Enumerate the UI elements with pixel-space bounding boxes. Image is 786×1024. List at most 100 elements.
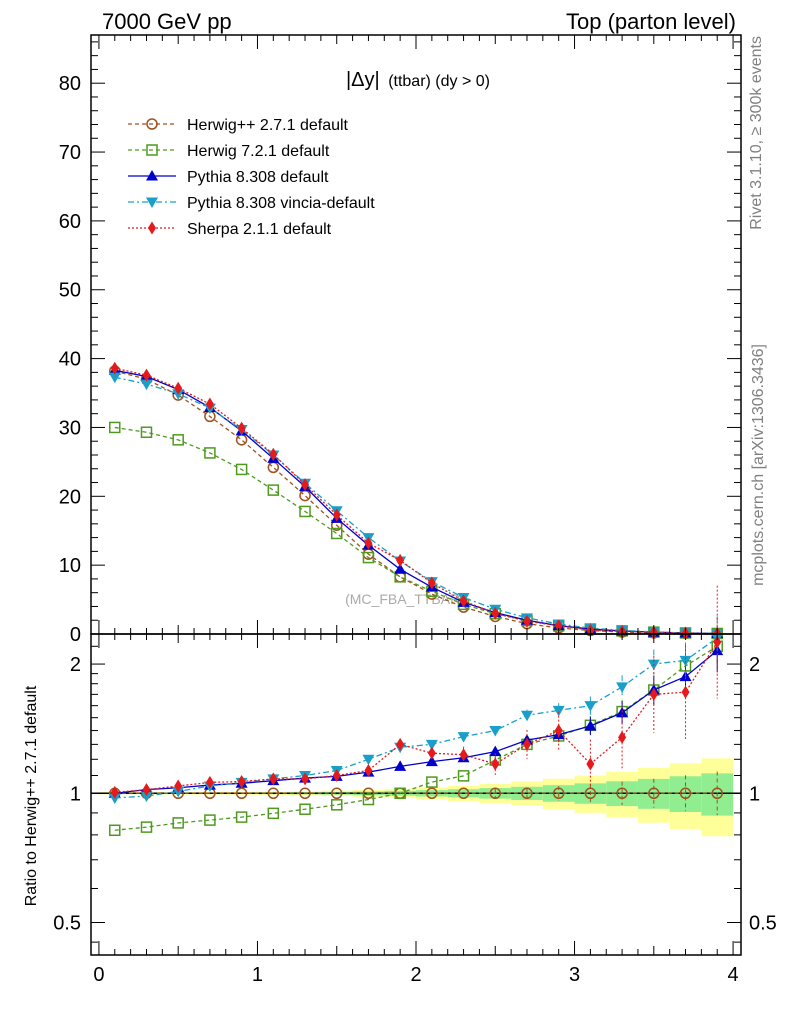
series-1-ratio-point-9: [394, 787, 406, 800]
y-tick-label-20: 20: [59, 486, 81, 508]
series-3-top-point-0: [108, 372, 121, 384]
series-3-ratio-point-8: [362, 754, 375, 766]
series-1-ratio-point-7: [330, 799, 343, 811]
legend-marker-2: [146, 170, 158, 181]
series-4-ratio-point-19: [713, 635, 722, 649]
uncertainty-band: [98, 758, 734, 837]
series-3-ratio-point-15: [584, 701, 597, 712]
x-tick-label-1: 1: [252, 964, 263, 986]
series-4-ratio-point-6: [301, 772, 310, 786]
series-4-ratio-point-9: [396, 737, 405, 751]
series-3-top-point-1: [140, 379, 153, 391]
legend-label-0: Herwig++ 2.7.1 default: [187, 117, 349, 134]
x-tick-label-0: 0: [93, 964, 104, 986]
series-1-ratio-point-1: [140, 821, 153, 833]
series-0-ratio-point-18: [679, 787, 692, 800]
series-1-ratio-point-4: [235, 811, 248, 823]
series-4-top-point-10: [427, 576, 436, 590]
series-4-ratio-line: [114, 641, 718, 793]
series-0-ratio-point-12: [489, 787, 502, 800]
y-tick-label-0: 0: [70, 624, 81, 646]
series-3-ratio-point-10: [425, 739, 438, 751]
series-0-top-point-5: [267, 461, 280, 474]
legend-label-1: Herwig 7.2.1 default: [187, 143, 330, 160]
series-0-ratio-point-6: [299, 787, 311, 800]
series-1-top-point-5: [267, 484, 280, 496]
ratio-y-tick-label-left-0.5: 0.5: [53, 912, 81, 934]
series-1-top-point-4: [235, 463, 248, 476]
ratio-y-tick-label-right-2: 2: [749, 654, 760, 676]
ratio-ylabel: Ratio to Herwig++ 2.7.1 default: [23, 685, 40, 906]
series-1-top-point-6: [299, 505, 311, 518]
x-tick-label-4: 4: [728, 964, 739, 986]
series-2-ratio-point-9: [394, 760, 407, 771]
series-3-ratio-point-12: [489, 726, 502, 737]
legend-marker-1: [146, 144, 158, 156]
ratio-y-tick-label-left-2: 2: [70, 654, 81, 676]
series-4-ratio-point-16: [618, 730, 627, 744]
series-4-top-point-1: [142, 368, 151, 382]
series-0-ratio-point-19: [711, 787, 723, 800]
y-tick-label-40: 40: [59, 349, 81, 371]
series-0-ratio-point-7: [330, 787, 343, 800]
series-1-ratio-point-6: [299, 803, 311, 815]
series-1-top-point-1: [140, 426, 153, 439]
series-4-ratio-point-8: [364, 763, 373, 777]
y-tick-label-10: 10: [59, 555, 81, 577]
y-tick-label-60: 60: [59, 211, 81, 233]
series-2-ratio-point-15: [584, 719, 597, 731]
series-4-top-point-2: [174, 381, 183, 395]
series-4-ratio-point-5: [269, 772, 278, 786]
series-0-ratio-point-11: [457, 787, 470, 800]
series-0-top-point-4: [235, 434, 248, 446]
legend-marker-4: [148, 221, 156, 235]
series-0-ratio-point-8: [362, 787, 375, 800]
series-0-ratio-point-13: [521, 787, 533, 800]
ratio-y-tick-label-left-1: 1: [70, 783, 81, 805]
y-tick-label-30: 30: [59, 417, 81, 439]
series-4-top-point-9: [396, 553, 405, 567]
series-0-ratio-point-5: [267, 787, 280, 800]
series-1-ratio-point-11: [457, 770, 470, 782]
series-4-ratio-point-11: [459, 748, 468, 762]
ratio-y-tick-label-right-0.5: 0.5: [749, 912, 777, 934]
series-4-ratio-point-4: [237, 775, 246, 789]
legend: Herwig++ 2.7.1 default Herwig 7.2.1 defau…: [128, 117, 375, 238]
series-4-ratio-point-2: [174, 779, 183, 793]
series-0-ratio-point-14: [552, 787, 565, 800]
series-1-top-point-7: [330, 527, 343, 540]
series-2-ratio-point-12: [489, 745, 502, 757]
series-4-ratio-point-1: [142, 783, 151, 797]
series-3-ratio-point-13: [520, 710, 533, 722]
series-0-ratio-point-17: [648, 787, 660, 800]
series-3-ratio-point-14: [552, 705, 565, 717]
series-4-top-point-7: [332, 508, 341, 522]
legend-marker-0: [146, 118, 158, 130]
series-4-top-point-5: [269, 447, 278, 461]
series-1-top-point-0: [109, 421, 121, 434]
series-2-ratio-point-10: [425, 755, 438, 767]
series-0-top-point-6: [299, 489, 311, 502]
header-right: Top (parton level): [566, 9, 736, 34]
series-4-top-point-3: [205, 397, 214, 411]
series-2-top-point-9: [394, 563, 407, 574]
series-1-top-point-2: [172, 434, 184, 446]
legend-label-2: Pythia 8.308 default: [187, 169, 329, 186]
series-4-ratio-point-13: [522, 737, 531, 751]
series-4-top-point-12: [491, 606, 500, 620]
chart-title: |Δy| (ttbar) (dy > 0): [346, 69, 490, 91]
x-tick-label-3: 3: [569, 964, 580, 986]
series-4-ratio-point-17: [649, 687, 658, 701]
series-0-ratio-point-16: [616, 787, 628, 800]
series-4-top-point-11: [459, 594, 468, 608]
title-main: |Δy|: [346, 69, 380, 91]
mcplots-label: mcplots.cern.ch [arXiv:1306.3436]: [750, 344, 767, 586]
y-tick-label-80: 80: [59, 73, 81, 95]
series-2-ratio-line: [114, 650, 718, 794]
series-0-ratio-point-10: [426, 787, 438, 800]
series-3-ratio-point-18: [679, 655, 692, 667]
title-sub: (ttbar) (dy > 0): [388, 73, 490, 90]
series-4-ratio-point-14: [554, 724, 563, 738]
series-1-top-point-8: [362, 551, 375, 564]
